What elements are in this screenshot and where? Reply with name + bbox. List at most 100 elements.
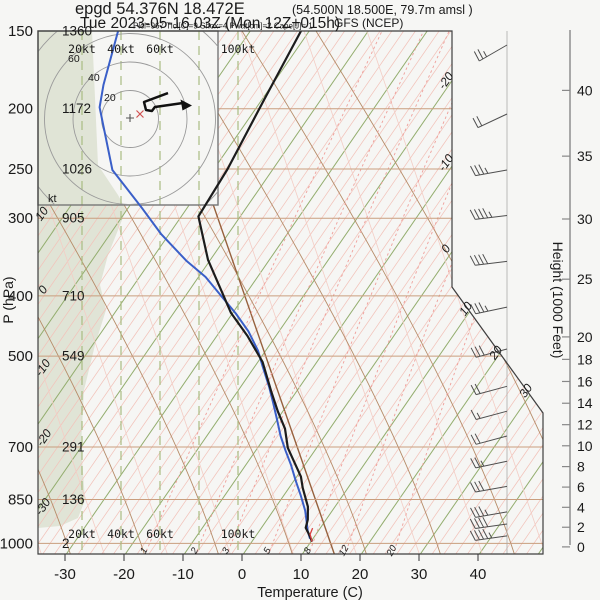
pressure-tick-label: 400	[8, 288, 33, 305]
pressure-tick-label: 300	[8, 210, 33, 227]
mixing-ratio-label: 5	[262, 545, 275, 555]
mixing-ratio-label: 20	[384, 543, 399, 559]
pressure-tick-label: 1000	[0, 535, 33, 552]
mixing-ratio-label: 3	[220, 545, 233, 555]
height-tick-label: 12	[577, 417, 593, 433]
wind-barb-icon	[470, 302, 508, 315]
height-tick-label: 8	[577, 459, 585, 475]
wind-barb-icon	[469, 516, 508, 529]
ring-label: 60	[68, 53, 80, 65]
pressure-tick-label: 700	[8, 439, 33, 456]
wind-speed-labels: 20kt 20kt 40kt 40kt 60kt 60kt 100kt 100kt	[68, 42, 255, 541]
bold-adiabat	[152, 31, 336, 554]
pressure-tick-label: 250	[8, 161, 33, 178]
wind-barb-icon	[470, 433, 508, 445]
isotherm-label: 30	[516, 381, 535, 400]
height-axis-title: Height (1000 Feet)	[550, 242, 566, 359]
hodograph-arrowhead-icon	[180, 99, 192, 111]
pressure-tick-label: 500	[8, 348, 33, 365]
wind-barb-icon	[470, 506, 508, 518]
temperature-axis-title: Temperature (C)	[257, 585, 363, 600]
wind-barb-icon	[472, 113, 508, 129]
wind-speed-gridlines	[81, 31, 239, 554]
title-block: epgd 54.376N 18.472E (54.500N 18.500E, 7…	[75, 0, 473, 32]
temperature-tick-label: 30	[411, 566, 428, 583]
height-dam-label: 1026	[62, 161, 92, 176]
mixing-ratio-label: 1	[138, 546, 150, 556]
temperature-tick-label: 20	[352, 566, 369, 583]
wind-barb-icon	[470, 409, 508, 420]
temperature-tick-label: 40	[470, 566, 487, 583]
hodograph-unit-label: kt	[48, 193, 57, 205]
wind-barb-icon	[473, 44, 508, 62]
station-detail: (54.500N 18.500E, 79.7m amsl )	[292, 3, 473, 17]
storm-motion-marker	[126, 110, 144, 122]
height-dam-label: 905	[62, 211, 85, 226]
ring-label: 40	[88, 72, 100, 84]
pressure-axis: 150 200 250 300 400 500 700 850 1000 P (hPa)	[0, 23, 33, 552]
isotherm-label: -10	[435, 151, 457, 174]
height-tick-label: 20	[577, 329, 593, 345]
dewpoint-curve	[98, 31, 311, 539]
height-labels: 1360 1172 1026 905 710 549 291 136 2	[62, 24, 92, 551]
pressure-tick-label: 200	[8, 101, 33, 118]
ring-label: 20	[104, 92, 116, 104]
height-tick-label: 35	[577, 148, 593, 164]
wind-speed-label-top: 20kt	[68, 42, 96, 56]
height-dam-label: 549	[62, 349, 85, 364]
mixing-ratio-label: 2	[188, 545, 201, 556]
height-dam-label: 291	[62, 440, 85, 455]
station-title: epgd 54.376N 18.472E	[75, 0, 245, 18]
pressure-tick-label: 150	[8, 23, 33, 40]
height-dam-label: 136	[62, 492, 85, 507]
height-tick-label: 25	[577, 271, 593, 287]
datetime-title: Tue 2023-05-16 03Z (Mon 12Z+015h)	[80, 15, 340, 32]
model-label: GFS (NCEP)	[334, 16, 403, 30]
hodograph-trace-line	[142, 91, 184, 113]
wind-barb-icon	[470, 383, 508, 396]
temperature-tick-label: -30	[54, 566, 76, 583]
storm-motion-x-icon	[136, 110, 144, 118]
temperature-curve	[197, 31, 314, 543]
isotherm-label: 20	[486, 343, 506, 363]
height-axis: 0 2 4 6 8 10 12 14 16 18 20 25 30 35 40 Height (1000 Fe…	[550, 30, 593, 555]
wind-barbs	[469, 44, 508, 541]
wind-speed-label-top: 100kt	[221, 42, 256, 56]
hodograph-labels: 20 40 60 kt	[48, 53, 116, 205]
temperature-tick-label: 10	[293, 566, 310, 583]
temperature-tick-label: 0	[238, 566, 246, 583]
parcel-parameters: Plcl=967 Tlcl[C]=9 Shox=4 Pwat[cm]=2 Cap…	[133, 22, 313, 31]
mixing-ratio-label: 12	[337, 543, 352, 558]
wind-speed-label-top: 60kt	[146, 42, 174, 56]
pressure-tick-label: 850	[8, 491, 33, 508]
height-tick-label: 16	[577, 373, 593, 389]
wind-barb-icon	[470, 480, 508, 493]
hodograph-trace	[142, 91, 192, 113]
wind-speed-label-bottom: 60kt	[146, 527, 174, 541]
temperature-tick-label: -20	[113, 566, 135, 583]
plot-border	[37, 30, 544, 555]
temperature-tick-label: -10	[172, 566, 194, 583]
wind-speed-label-bottom: 100kt	[221, 527, 256, 541]
wind-speed-label-top: 40kt	[107, 42, 135, 56]
pressure-axis-title: P (hPa)	[0, 276, 16, 323]
isotherm-label: -20	[435, 69, 457, 92]
height-tick-label: 0	[577, 539, 585, 555]
wind-barb-icon	[470, 457, 508, 469]
wind-speed-label-bottom: 20kt	[68, 527, 96, 541]
height-dam-label: 710	[62, 288, 85, 303]
mixing-ratio-lines	[143, 31, 543, 554]
wind-speed-label-bottom: 40kt	[107, 527, 135, 541]
height-tick-label: 14	[577, 395, 593, 411]
height-tick-label: 10	[577, 438, 593, 454]
wind-barb-icon	[469, 528, 508, 541]
mixing-ratio-label: 8	[302, 545, 315, 555]
height-tick-label: 30	[577, 211, 593, 227]
height-dam-label: 1360	[62, 24, 92, 39]
wind-barb-icon	[469, 208, 508, 220]
wind-barb-icon	[470, 164, 508, 177]
height-tick-label: 6	[577, 479, 585, 495]
